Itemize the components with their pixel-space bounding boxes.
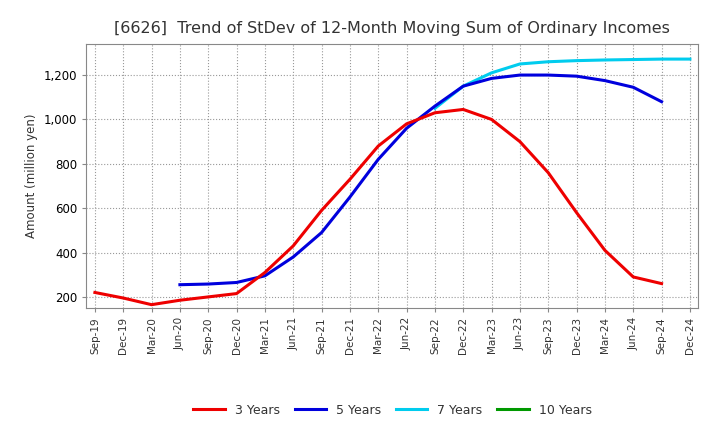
7 Years bbox=[685, 56, 694, 62]
3 Years bbox=[346, 177, 354, 182]
3 Years bbox=[318, 208, 326, 213]
3 Years bbox=[402, 121, 411, 127]
7 Years bbox=[657, 56, 666, 62]
Title: [6626]  Trend of StDev of 12-Month Moving Sum of Ordinary Incomes: [6626] Trend of StDev of 12-Month Moving… bbox=[114, 21, 670, 36]
3 Years bbox=[261, 270, 269, 275]
5 Years bbox=[204, 282, 212, 287]
Line: 3 Years: 3 Years bbox=[95, 110, 662, 304]
5 Years bbox=[487, 76, 496, 81]
3 Years bbox=[657, 281, 666, 286]
7 Years bbox=[431, 106, 439, 111]
3 Years bbox=[600, 248, 609, 253]
3 Years bbox=[289, 243, 297, 249]
Line: 7 Years: 7 Years bbox=[435, 59, 690, 108]
5 Years bbox=[346, 194, 354, 200]
3 Years bbox=[119, 295, 127, 301]
3 Years bbox=[431, 110, 439, 115]
5 Years bbox=[657, 99, 666, 104]
5 Years bbox=[261, 273, 269, 279]
5 Years bbox=[374, 157, 382, 162]
5 Years bbox=[516, 73, 524, 78]
7 Years bbox=[600, 57, 609, 62]
5 Years bbox=[318, 230, 326, 235]
7 Years bbox=[544, 59, 552, 64]
5 Years bbox=[459, 84, 467, 89]
3 Years bbox=[91, 290, 99, 295]
3 Years bbox=[544, 170, 552, 175]
5 Years bbox=[431, 103, 439, 109]
3 Years bbox=[629, 274, 637, 279]
Legend: 3 Years, 5 Years, 7 Years, 10 Years: 3 Years, 5 Years, 7 Years, 10 Years bbox=[188, 399, 597, 422]
7 Years bbox=[487, 70, 496, 76]
7 Years bbox=[459, 84, 467, 89]
3 Years bbox=[459, 107, 467, 112]
7 Years bbox=[516, 61, 524, 66]
3 Years bbox=[572, 210, 581, 215]
3 Years bbox=[516, 139, 524, 144]
5 Years bbox=[544, 73, 552, 78]
5 Years bbox=[402, 126, 411, 131]
5 Years bbox=[233, 280, 241, 285]
3 Years bbox=[374, 143, 382, 149]
Line: 5 Years: 5 Years bbox=[180, 75, 662, 285]
5 Years bbox=[176, 282, 184, 287]
3 Years bbox=[176, 297, 184, 303]
5 Years bbox=[289, 254, 297, 260]
7 Years bbox=[629, 57, 637, 62]
5 Years bbox=[572, 73, 581, 79]
7 Years bbox=[572, 58, 581, 63]
3 Years bbox=[204, 294, 212, 300]
3 Years bbox=[487, 117, 496, 122]
5 Years bbox=[600, 78, 609, 83]
5 Years bbox=[629, 84, 637, 90]
3 Years bbox=[233, 291, 241, 296]
Y-axis label: Amount (million yen): Amount (million yen) bbox=[25, 114, 38, 238]
3 Years bbox=[148, 302, 156, 307]
